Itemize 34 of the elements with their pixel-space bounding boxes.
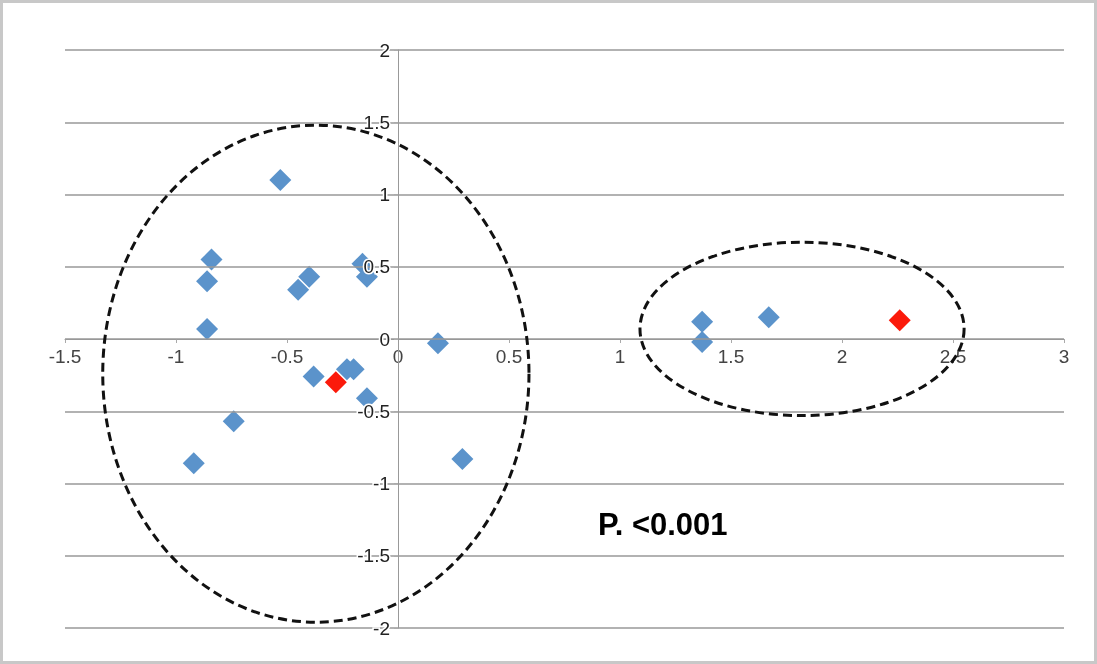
point <box>757 306 780 329</box>
annotation: P. <0.001 <box>598 507 728 542</box>
x-tick-label: 0 <box>392 346 404 367</box>
x-tick-label: -0.5 <box>270 346 304 367</box>
y-tick-label: -0.5 <box>357 400 390 422</box>
point <box>196 270 219 293</box>
y-tick-label: 1.5 <box>363 111 390 133</box>
y-tick-label: 2 <box>379 39 390 61</box>
point <box>200 248 223 271</box>
x-tick-label: -1.5 <box>48 346 82 367</box>
point <box>196 317 219 340</box>
x-tick-label: 2 <box>836 346 848 367</box>
point <box>298 265 321 288</box>
point <box>302 365 325 388</box>
y-tick-label: 0 <box>379 328 390 350</box>
x-tick-label: 1.5 <box>717 346 745 367</box>
x-tick-label: 0.5 <box>495 346 523 367</box>
point <box>269 169 292 192</box>
point <box>222 410 245 433</box>
x-tick-label: 1 <box>614 346 626 367</box>
y-tick-label: 1 <box>379 184 390 205</box>
point <box>888 309 911 332</box>
point <box>451 447 474 470</box>
point <box>287 278 310 301</box>
y-tick-label: -1.5 <box>357 545 390 567</box>
point <box>691 310 714 333</box>
y-tick-label: -2 <box>373 617 390 639</box>
point <box>324 371 347 394</box>
point <box>182 452 205 475</box>
y-tick-label: 0.5 <box>363 256 390 278</box>
x-tick-label: 2.5 <box>939 346 967 367</box>
x-tick-label: -1 <box>167 346 185 367</box>
y-tick-label: -1 <box>373 473 390 494</box>
x-tick-label: 3 <box>1058 346 1070 367</box>
